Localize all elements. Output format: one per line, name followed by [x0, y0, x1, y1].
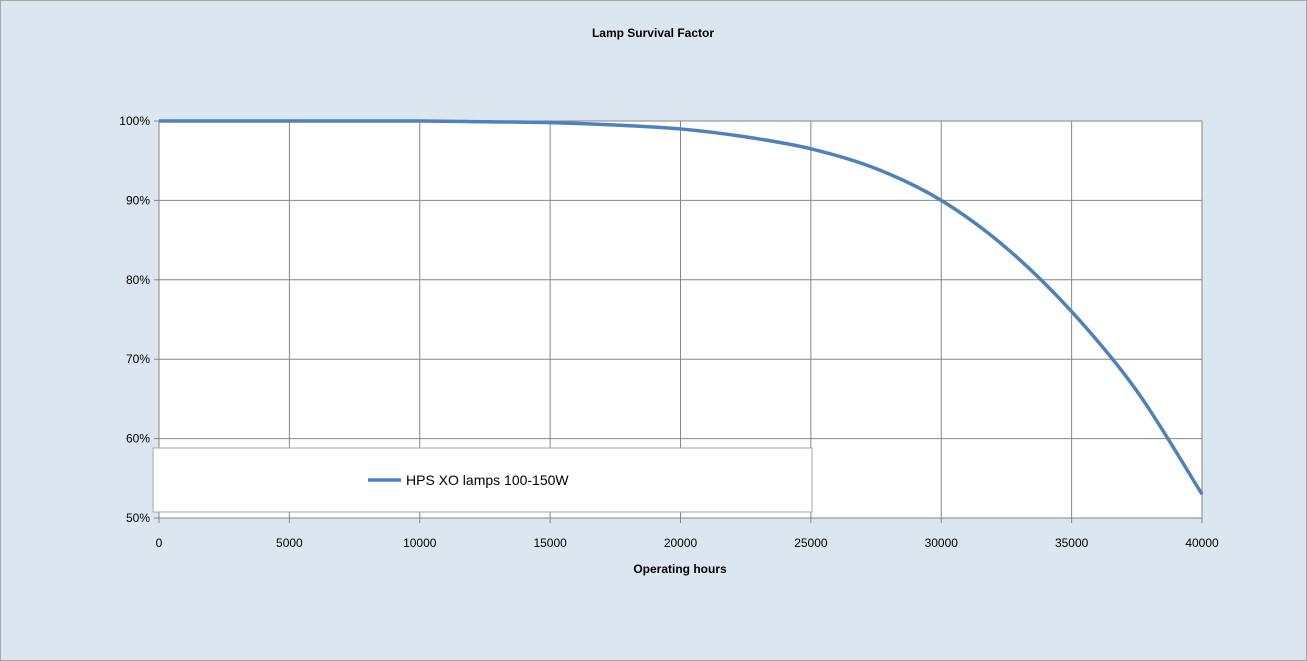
x-tick-label: 20000	[664, 536, 698, 550]
legend: HPS XO lamps 100-150W	[152, 447, 813, 513]
legend-label: HPS XO lamps 100-150W	[406, 472, 569, 488]
y-tick-label: 90%	[126, 193, 150, 207]
series-lines	[159, 119, 1204, 496]
y-tick-label: 80%	[126, 273, 150, 287]
y-tick-label: 100%	[119, 114, 150, 128]
x-tick-label: 15000	[533, 536, 567, 550]
x-tick-label: 0	[156, 536, 163, 550]
x-tick-label: 40000	[1185, 536, 1219, 550]
series-line	[159, 119, 1204, 496]
y-tick-label: 60%	[126, 432, 150, 446]
x-tick-label: 10000	[403, 536, 437, 550]
y-tick-label: 50%	[126, 511, 150, 525]
x-axis-title: Operating hours	[633, 562, 727, 576]
x-tick-label: 5000	[276, 536, 303, 550]
tick-labels: 50% 60% 70% 80% 90% 100% 0 5000 10000 15000 20000 2…	[119, 114, 1219, 550]
x-tick-label: 30000	[925, 536, 959, 550]
x-tick-label: 25000	[794, 536, 828, 550]
legend-box	[152, 447, 813, 513]
x-tick-label: 35000	[1055, 536, 1089, 550]
y-tick-label: 70%	[126, 352, 150, 366]
chart-title: Lamp Survival Factor	[592, 26, 714, 40]
